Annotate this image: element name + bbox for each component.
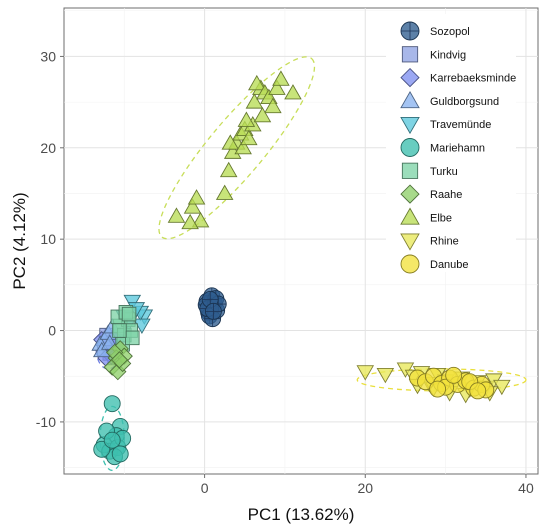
point-rhine bbox=[376, 367, 395, 384]
point-elbe bbox=[264, 97, 282, 114]
legend-key-mariehamn bbox=[400, 138, 420, 157]
series-raahe bbox=[103, 340, 133, 381]
point-mariehamn bbox=[111, 445, 129, 463]
point-elbe bbox=[187, 189, 206, 205]
legend-label-danube: Danube bbox=[430, 259, 469, 271]
point-mariehamn bbox=[103, 431, 121, 449]
x-tick-label: 20 bbox=[357, 480, 373, 496]
point-elbe bbox=[215, 184, 234, 200]
series-sozopol bbox=[197, 287, 227, 328]
point-elbe bbox=[268, 79, 286, 95]
point-elbe bbox=[219, 161, 238, 178]
legend-key-guldborgsund bbox=[400, 90, 420, 109]
series-elbe bbox=[167, 70, 302, 230]
point-elbe bbox=[234, 138, 252, 155]
y-tick-label: 20 bbox=[40, 140, 56, 156]
confidence-ellipse bbox=[356, 368, 527, 392]
legend-label-elbe: Elbe bbox=[430, 212, 452, 224]
series-turku bbox=[110, 305, 140, 352]
point-rhine bbox=[356, 365, 375, 381]
point-turku bbox=[125, 330, 140, 346]
legend: Sozopol Kindvig Karrebaeksminde Guldborgsun… bbox=[386, 14, 516, 274]
point-elbe bbox=[245, 93, 264, 109]
point-elbe bbox=[240, 129, 258, 146]
legend-key-danube bbox=[400, 254, 420, 274]
point-elbe bbox=[191, 211, 210, 228]
point-turku bbox=[121, 306, 137, 322]
y-tick-label: 30 bbox=[40, 48, 56, 64]
point-elbe bbox=[221, 134, 240, 150]
legend-label-kindvig: Kindvig bbox=[430, 49, 466, 61]
x-tick-label: 0 bbox=[201, 480, 209, 496]
legend-key-raahe bbox=[400, 184, 420, 204]
axis-ticks: 0 20 40 -10 0 10 20 30 bbox=[36, 48, 534, 496]
y-tick-label: 0 bbox=[48, 323, 56, 339]
legend-label-turku: Turku bbox=[430, 166, 458, 178]
point-turku bbox=[112, 323, 127, 338]
legend-key-rhine bbox=[400, 233, 420, 251]
legend-label-mariehamn: Mariehamn bbox=[430, 143, 485, 155]
y-tick-label: -10 bbox=[36, 414, 56, 430]
x-axis-title: PC1 (13.62%) bbox=[248, 505, 355, 524]
legend-label-rhine: Rhine bbox=[430, 236, 459, 248]
legend-key-kindvig bbox=[401, 46, 419, 63]
legend-label-raahe: Raahe bbox=[430, 189, 462, 201]
legend-key-karrebaeksminde bbox=[400, 67, 420, 88]
point-mariehamn bbox=[103, 395, 121, 413]
data-points bbox=[91, 70, 511, 466]
y-axis-title: PC2 (4.12%) bbox=[10, 192, 29, 289]
legend-label-sozopol: Sozopol bbox=[430, 26, 470, 38]
x-tick-label: 40 bbox=[518, 480, 534, 496]
series-mariehamn bbox=[93, 395, 132, 466]
legend-label-guldborgsund: Guldborgsund bbox=[430, 96, 499, 108]
point-elbe bbox=[237, 111, 256, 127]
y-tick-label: 10 bbox=[40, 231, 56, 247]
legend-label-travem-nde: Travemünde bbox=[430, 119, 491, 131]
point-elbe bbox=[183, 198, 202, 214]
point-elbe bbox=[284, 84, 302, 100]
legend-key-turku bbox=[401, 162, 419, 179]
confidence-ellipse bbox=[158, 56, 316, 240]
point-elbe bbox=[248, 74, 266, 91]
point-raahe bbox=[110, 351, 129, 369]
series-danube bbox=[409, 366, 495, 400]
legend-label-karrebaeksminde: Karrebaeksminde bbox=[430, 73, 516, 85]
legend-key-travem-nde bbox=[400, 116, 420, 135]
point-danube bbox=[429, 380, 447, 398]
point-elbe bbox=[253, 106, 272, 123]
point-danube bbox=[469, 382, 487, 400]
point-elbe bbox=[272, 70, 290, 86]
point-elbe bbox=[181, 213, 199, 230]
legend-key-elbe bbox=[400, 207, 420, 225]
point-danube bbox=[445, 366, 463, 384]
point-elbe bbox=[167, 207, 186, 223]
